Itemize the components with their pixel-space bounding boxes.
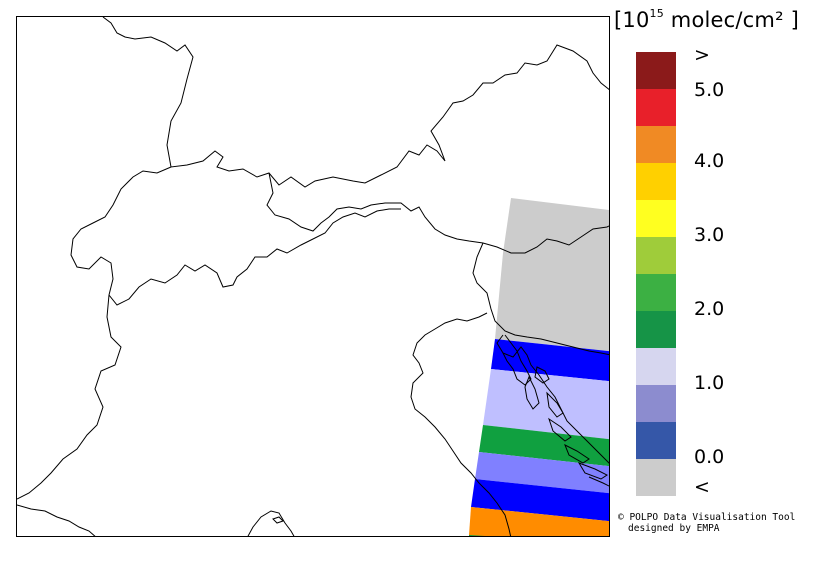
swath-stripe-periwinkle: [475, 452, 609, 494]
colorbar-bin-8: [636, 348, 676, 385]
tick-label-1: 1.0: [694, 372, 725, 394]
islands-dalmatia: [564, 443, 609, 487]
colorbar-bin-7: [636, 311, 676, 348]
island-cres: [524, 375, 540, 410]
colorbar-bin-5: [636, 237, 676, 274]
colorbar-bin-1: [636, 89, 676, 126]
coastline-adriatic: [410, 312, 512, 536]
colorbar-bin-4: [636, 200, 676, 237]
tick-label-5: 5.0: [694, 79, 725, 101]
coastline-ligurian: [17, 504, 96, 536]
colorbar-bin-0: [636, 52, 676, 89]
border-line-slovenia: [472, 242, 609, 356]
tick-label-4: 4.0: [694, 150, 725, 172]
swath-stripe-blue-1: [491, 339, 609, 382]
island-pag: [546, 391, 564, 418]
colorbar-bin-6: [636, 274, 676, 311]
credit-line-2: designed by EMPA: [628, 523, 720, 534]
tick-label-above: >: [694, 44, 710, 66]
coastline-istria: [502, 334, 532, 386]
island-elba: [272, 516, 284, 524]
swath-stripe-green-edge: [469, 535, 485, 536]
map-canvas: [17, 17, 609, 536]
border-line-north: [102, 17, 609, 188]
swath-stripe-green: [479, 425, 609, 467]
tick-label-3: 3.0: [694, 224, 725, 246]
legend-units-label: [1015 molec/cm² ]: [614, 7, 799, 32]
colorbar-bin-9: [636, 385, 676, 422]
tick-label-0: 0.0: [694, 446, 725, 468]
tick-label-below: <: [694, 476, 710, 498]
swath-no-data-region: [495, 198, 609, 352]
colorbar: [636, 52, 676, 496]
border-line-alpine-swiss: [70, 166, 401, 306]
colorbar-bin-11: [636, 459, 676, 496]
border-line-italy-austria: [266, 172, 609, 254]
swath-stripe-lavender: [483, 369, 609, 440]
units-exponent: 15: [649, 7, 664, 20]
swath-stripe-blue-2: [471, 479, 609, 522]
credit-line-1: © POLPO Data Visualisation Tool: [618, 512, 796, 523]
credit-block: © POLPO Data Visualisation Tool designed…: [618, 512, 795, 534]
map-panel[interactable]: [16, 16, 610, 537]
units-prefix: [10: [614, 8, 650, 32]
island-dugi-otok: [548, 417, 572, 442]
coastline-croatia: [496, 334, 609, 464]
border-line-italy-france: [17, 294, 122, 500]
coastline-tuscany: [247, 510, 295, 536]
colorbar-bin-3: [636, 163, 676, 200]
island-krk: [534, 366, 550, 384]
colorbar-bin-10: [636, 422, 676, 459]
colorbar-bin-2: [636, 126, 676, 163]
tick-label-2: 2.0: [694, 298, 725, 320]
units-suffix: molec/cm² ]: [663, 8, 799, 32]
